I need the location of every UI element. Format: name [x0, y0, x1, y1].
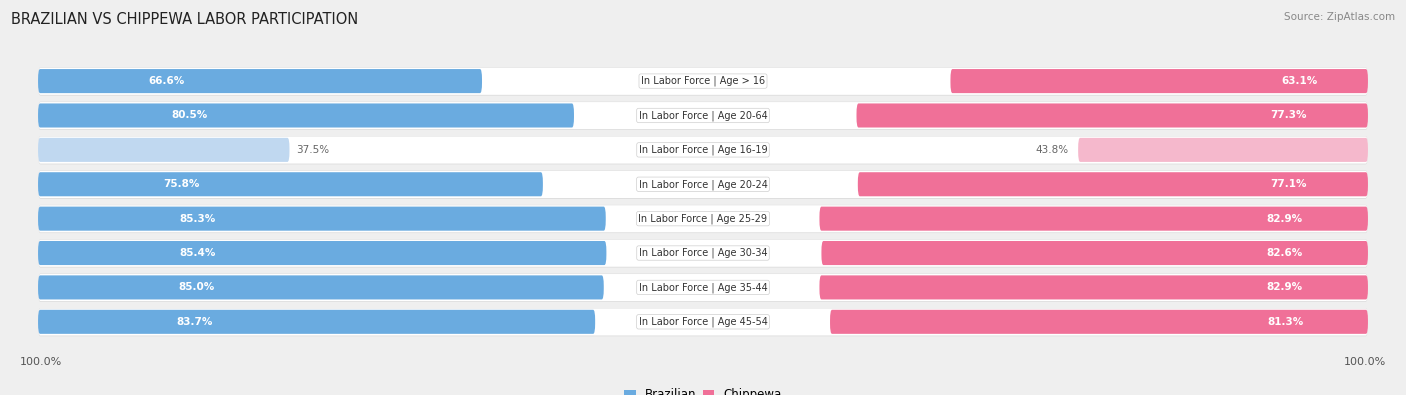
FancyBboxPatch shape	[38, 103, 574, 128]
FancyBboxPatch shape	[38, 68, 1368, 95]
Text: In Labor Force | Age 35-44: In Labor Force | Age 35-44	[638, 282, 768, 293]
Text: 85.0%: 85.0%	[179, 282, 215, 292]
FancyBboxPatch shape	[38, 69, 482, 93]
Text: In Labor Force | Age > 16: In Labor Force | Age > 16	[641, 76, 765, 87]
Text: 83.7%: 83.7%	[177, 317, 212, 327]
FancyBboxPatch shape	[38, 102, 1368, 129]
FancyBboxPatch shape	[38, 275, 603, 299]
Text: 75.8%: 75.8%	[163, 179, 200, 189]
FancyBboxPatch shape	[820, 275, 1368, 299]
FancyBboxPatch shape	[38, 205, 1368, 232]
Text: 85.4%: 85.4%	[180, 248, 215, 258]
Text: 77.1%: 77.1%	[1270, 179, 1306, 189]
Text: 77.3%: 77.3%	[1270, 111, 1306, 120]
FancyBboxPatch shape	[38, 274, 1368, 301]
FancyBboxPatch shape	[38, 308, 1368, 336]
Legend: Brazilian, Chippewa: Brazilian, Chippewa	[619, 384, 787, 395]
Text: 85.3%: 85.3%	[179, 214, 215, 224]
Text: BRAZILIAN VS CHIPPEWA LABOR PARTICIPATION: BRAZILIAN VS CHIPPEWA LABOR PARTICIPATIO…	[11, 12, 359, 27]
FancyBboxPatch shape	[38, 239, 1368, 267]
FancyBboxPatch shape	[830, 310, 1368, 334]
FancyBboxPatch shape	[38, 274, 1368, 302]
FancyBboxPatch shape	[38, 136, 1368, 164]
FancyBboxPatch shape	[38, 207, 606, 231]
FancyBboxPatch shape	[821, 241, 1368, 265]
Text: 82.9%: 82.9%	[1265, 282, 1302, 292]
Text: In Labor Force | Age 20-64: In Labor Force | Age 20-64	[638, 110, 768, 121]
Text: In Labor Force | Age 30-34: In Labor Force | Age 30-34	[638, 248, 768, 258]
Text: Source: ZipAtlas.com: Source: ZipAtlas.com	[1284, 12, 1395, 22]
Text: In Labor Force | Age 45-54: In Labor Force | Age 45-54	[638, 316, 768, 327]
FancyBboxPatch shape	[38, 171, 1368, 199]
Text: In Labor Force | Age 25-29: In Labor Force | Age 25-29	[638, 213, 768, 224]
Text: 81.3%: 81.3%	[1267, 317, 1303, 327]
FancyBboxPatch shape	[820, 207, 1368, 231]
FancyBboxPatch shape	[38, 240, 1368, 267]
FancyBboxPatch shape	[38, 136, 1368, 164]
Text: 37.5%: 37.5%	[297, 145, 329, 155]
FancyBboxPatch shape	[1078, 138, 1368, 162]
FancyBboxPatch shape	[38, 205, 1368, 233]
FancyBboxPatch shape	[38, 308, 1368, 336]
FancyBboxPatch shape	[38, 310, 595, 334]
FancyBboxPatch shape	[950, 69, 1368, 93]
Text: 63.1%: 63.1%	[1282, 76, 1317, 86]
FancyBboxPatch shape	[38, 67, 1368, 96]
Text: In Labor Force | Age 16-19: In Labor Force | Age 16-19	[638, 145, 768, 155]
FancyBboxPatch shape	[38, 102, 1368, 130]
Text: 80.5%: 80.5%	[172, 111, 208, 120]
FancyBboxPatch shape	[856, 103, 1368, 128]
FancyBboxPatch shape	[38, 171, 1368, 198]
Text: 82.6%: 82.6%	[1267, 248, 1302, 258]
FancyBboxPatch shape	[858, 172, 1368, 196]
FancyBboxPatch shape	[38, 138, 290, 162]
Text: 43.8%: 43.8%	[1035, 145, 1069, 155]
Text: 82.9%: 82.9%	[1265, 214, 1302, 224]
FancyBboxPatch shape	[38, 172, 543, 196]
FancyBboxPatch shape	[38, 241, 606, 265]
Text: 66.6%: 66.6%	[148, 76, 184, 86]
Text: In Labor Force | Age 20-24: In Labor Force | Age 20-24	[638, 179, 768, 190]
